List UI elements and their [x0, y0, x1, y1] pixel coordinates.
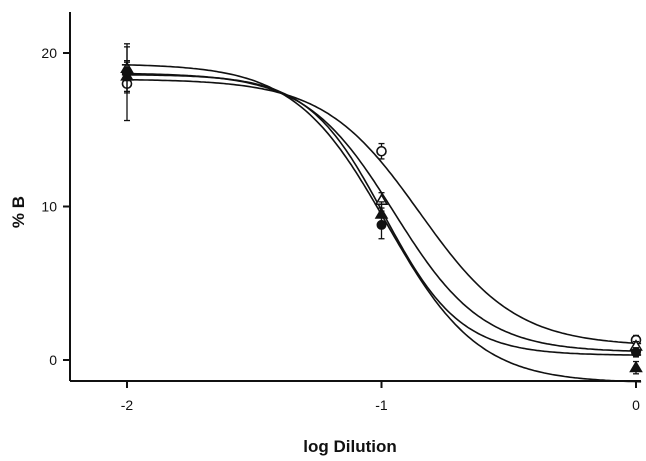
x-tick-label: -2 [121, 397, 134, 413]
fitted-curve-open-circle [121, 78, 642, 345]
data-point-filled-circle [376, 219, 387, 230]
y-axis-title: % B [9, 196, 28, 228]
data-point-filled-circle [122, 66, 132, 77]
x-axis-ticks: -2 -1 0 [121, 381, 640, 413]
plot-frame [69, 12, 641, 382]
y-axis-ticks: 0 10 20 [41, 45, 70, 368]
data-point-open-circle [376, 145, 387, 157]
data-point-filled-circle [631, 347, 641, 358]
data-points [120, 43, 643, 375]
y-tick-label: 20 [41, 45, 57, 61]
x-axis-title: log Dilution [303, 437, 396, 456]
x-tick-label: 0 [632, 397, 640, 413]
y-tick-label: 10 [41, 199, 57, 215]
y-tick-label: 0 [49, 352, 57, 368]
data-point-filled-triangle [629, 360, 643, 373]
x-tick-label: -1 [375, 397, 388, 413]
